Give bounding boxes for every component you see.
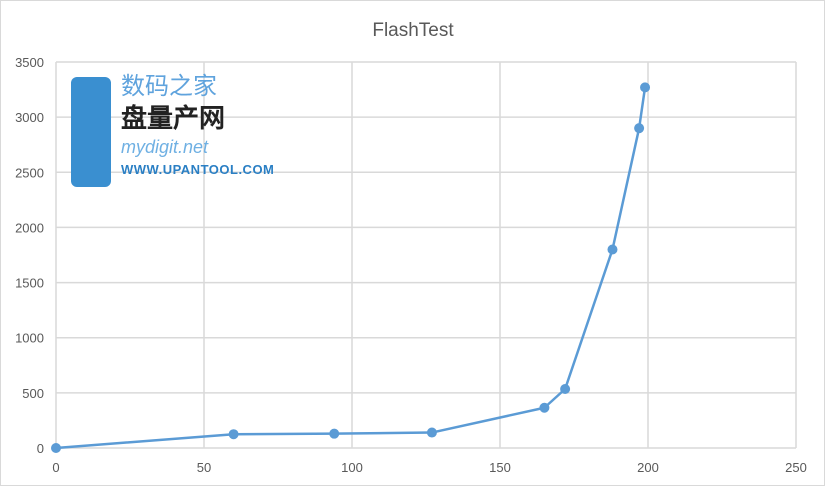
data-point: [329, 428, 340, 439]
chart-title: FlashTest: [372, 20, 454, 41]
watermark-text-2: 盘量产网: [121, 103, 226, 133]
x-tick-label: 200: [637, 460, 659, 475]
data-point: [634, 123, 645, 134]
y-tick-label: 2500: [15, 165, 44, 180]
data-point: [228, 429, 239, 440]
data-point: [539, 402, 550, 413]
y-tick-label: 2000: [15, 220, 44, 235]
y-tick-label: 1000: [15, 331, 44, 346]
y-tick-label: 1500: [15, 276, 44, 291]
x-tick-label: 100: [341, 460, 363, 475]
data-point: [607, 244, 618, 255]
y-tick-label: 3000: [15, 110, 44, 125]
data-point: [640, 82, 651, 93]
data-point: [560, 383, 571, 394]
watermark-logo: 数码之家 盘量产网 mydigit.net WWW.UPANTOOL.COM: [71, 73, 291, 223]
x-tick-label: 50: [197, 460, 211, 475]
x-tick-label: 150: [489, 460, 511, 475]
y-tick-label: 0: [37, 441, 44, 456]
y-tick-label: 500: [22, 386, 44, 401]
y-tick-label: 3500: [15, 55, 44, 70]
data-point: [51, 443, 61, 453]
x-tick-label: 250: [785, 460, 807, 475]
x-tick-label: 0: [52, 460, 59, 475]
watermark-text-3: mydigit.net: [121, 137, 209, 157]
watermark-text-1: 数码之家: [121, 73, 217, 100]
watermark-text-4: WWW.UPANTOOL.COM: [121, 162, 275, 177]
data-point: [426, 427, 437, 438]
watermark-u-icon: [71, 77, 111, 187]
